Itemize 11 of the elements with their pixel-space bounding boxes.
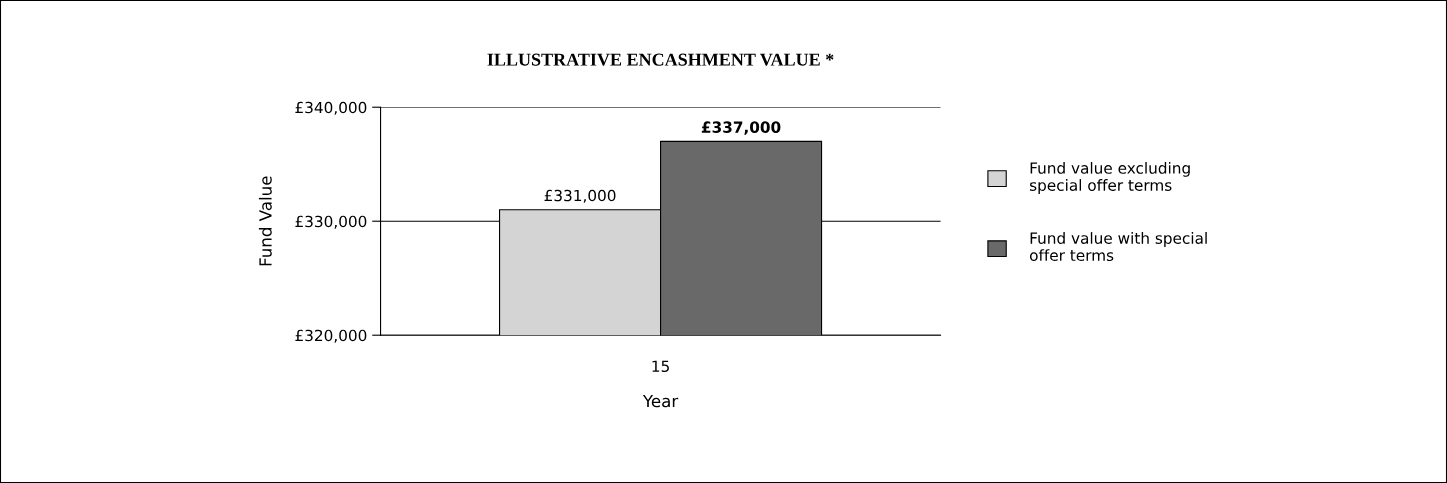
chart-title: ILLUSTRATIVE ENCASHMENT VALUE *: [487, 53, 834, 66]
legend-label: Fund value excluding special offer terms: [1029, 162, 1190, 194]
y-tick-label: £340,000: [295, 101, 367, 115]
y-tick-label: £320,000: [295, 329, 367, 343]
data-label: £337,000: [701, 121, 781, 135]
legend-label: Fund value with special offer terms: [1029, 232, 1207, 262]
x-tick-label: 15: [652, 360, 669, 373]
data-label: £331,000: [544, 189, 616, 203]
x-axis-title: Year: [642, 394, 679, 408]
y-tick-label: £330,000: [295, 215, 367, 229]
y-axis-title: Fund Value: [258, 176, 272, 266]
